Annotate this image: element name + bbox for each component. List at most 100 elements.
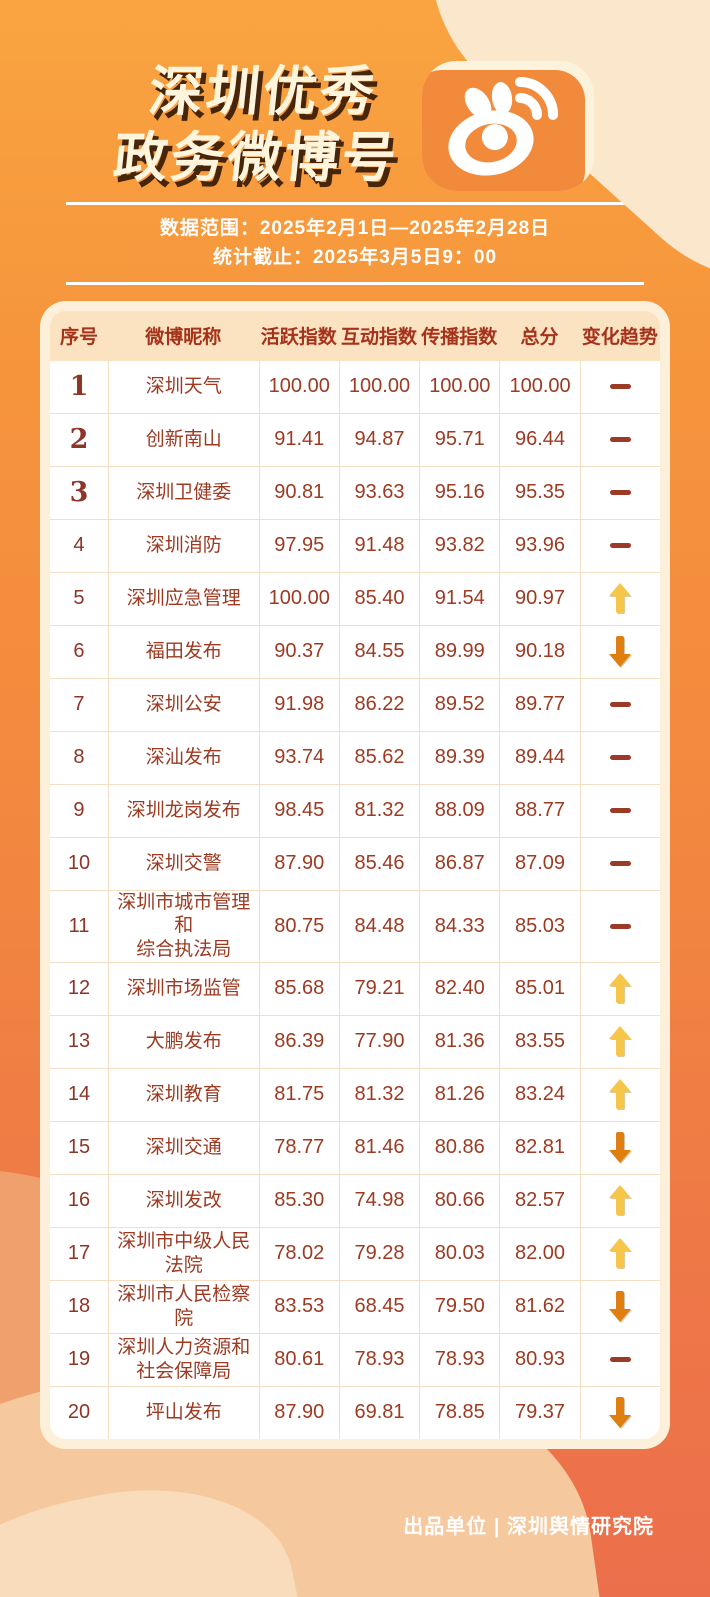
- interact-index-cell: 91.48: [338, 518, 420, 572]
- rank-cell: 16: [50, 1173, 108, 1227]
- table-row: 6 福田发布 90.37 84.55 89.99 90.18: [50, 624, 660, 678]
- total-score-cell: 80.93: [499, 1332, 580, 1386]
- total-score-cell: 82.81: [499, 1120, 580, 1174]
- trend-icon: [609, 973, 632, 1004]
- rank-cell: 13: [50, 1014, 108, 1068]
- active-index-cell: 78.77: [258, 1120, 339, 1174]
- rank-cell: 19: [50, 1332, 108, 1386]
- active-index-cell: 90.81: [258, 465, 339, 519]
- trend-icon: [609, 754, 631, 760]
- table-row: 5 深圳应急管理 100.00 85.40 91.54 90.97: [50, 571, 660, 625]
- active-index-cell: 80.61: [258, 1332, 339, 1386]
- deadline-text: 统计截止：2025年3月5日9：00: [212, 247, 498, 269]
- total-score-cell: 89.44: [499, 730, 580, 784]
- table-row: 7 深圳公安 91.98 86.22 89.52 89.77: [50, 677, 660, 731]
- rank-cell: 18: [50, 1279, 108, 1333]
- total-score-cell: 82.00: [499, 1226, 580, 1280]
- interact-index-cell: 93.63: [338, 465, 420, 519]
- rank-cell: 12: [50, 961, 108, 1015]
- rank-cell: 14: [50, 1067, 108, 1121]
- nickname-cell: 深圳消防: [107, 518, 259, 572]
- trend-cell: [579, 730, 660, 784]
- interact-index-cell: 81.32: [338, 783, 420, 837]
- spread-index-cell: 95.71: [419, 412, 500, 466]
- active-index-cell: 87.90: [258, 836, 339, 890]
- spread-index-cell: 86.87: [419, 836, 500, 890]
- table-row: 9 深圳龙岗发布 98.45 81.32 88.09 88.77: [50, 783, 660, 837]
- trend-cell: [579, 624, 660, 678]
- table-body: 1 深圳天气 100.00 100.00 100.00 100.00 2 创新南…: [50, 360, 660, 1439]
- spread-index-cell: 89.99: [419, 624, 500, 678]
- rank-cell: 5: [50, 571, 108, 625]
- active-index-cell: 78.02: [258, 1226, 339, 1280]
- active-index-cell: 91.98: [258, 677, 339, 731]
- total-score-cell: 79.37: [499, 1385, 580, 1439]
- active-index-cell: 81.75: [258, 1067, 339, 1121]
- deco-wave-bottom-left: [0, 1459, 323, 1597]
- nickname-cell: 坪山发布: [107, 1385, 259, 1439]
- page-title: 深圳优秀 政务微博号: [110, 60, 409, 192]
- nickname-cell: 福田发布: [107, 624, 259, 678]
- total-score-cell: 100.00: [499, 360, 580, 413]
- rank-cell: 2: [50, 412, 108, 466]
- nickname-cell: 深圳市中级人民法院: [107, 1226, 259, 1280]
- interact-index-cell: 69.81: [338, 1385, 420, 1439]
- table-row: 13 大鹏发布 86.39 77.90 81.36 83.55: [50, 1014, 660, 1068]
- total-score-cell: 83.24: [499, 1067, 580, 1121]
- active-index-cell: 86.39: [258, 1014, 339, 1068]
- active-index-cell: 100.00: [258, 360, 339, 413]
- trend-icon: [609, 923, 631, 929]
- trend-icon: [609, 1397, 632, 1429]
- active-index-cell: 98.45: [258, 783, 339, 837]
- column-header: 微博昵称: [107, 310, 259, 361]
- active-index-cell: 85.30: [258, 1173, 339, 1227]
- spread-index-cell: 82.40: [419, 961, 500, 1015]
- interact-index-cell: 74.98: [338, 1173, 420, 1227]
- spread-index-cell: 80.86: [419, 1120, 500, 1174]
- trend-icon: [609, 436, 631, 442]
- weibo-eye-icon: [447, 76, 558, 176]
- column-header: 传播指数: [419, 310, 500, 361]
- header: 深圳优秀 政务微博号: [0, 0, 710, 192]
- nickname-cell: 深汕发布: [107, 730, 259, 784]
- rank-cell: 17: [50, 1226, 108, 1280]
- column-header: 活跃指数: [258, 310, 339, 361]
- spread-index-cell: 81.26: [419, 1067, 500, 1121]
- spread-index-cell: 79.50: [419, 1279, 500, 1333]
- trend-cell: [579, 1332, 660, 1386]
- total-score-cell: 83.55: [499, 1014, 580, 1068]
- interact-index-cell: 84.55: [338, 624, 420, 678]
- interact-index-cell: 79.21: [338, 961, 420, 1015]
- spread-index-cell: 84.33: [419, 889, 500, 962]
- rank-cell: 3: [50, 465, 108, 519]
- interact-index-cell: 85.40: [338, 571, 420, 625]
- trend-cell: [579, 1173, 660, 1227]
- nickname-cell: 深圳应急管理: [107, 571, 259, 625]
- trend-icon: [609, 583, 632, 614]
- trend-cell: [579, 836, 660, 890]
- trend-cell: [579, 1385, 660, 1439]
- total-score-cell: 88.77: [499, 783, 580, 837]
- weibo-logo-card: [421, 60, 594, 191]
- trend-icon: [609, 489, 631, 495]
- trend-icon: [609, 1079, 632, 1110]
- interact-index-cell: 85.62: [338, 730, 420, 784]
- column-header: 变化趋势: [579, 310, 660, 361]
- column-header: 互动指数: [338, 310, 420, 361]
- nickname-cell: 深圳龙岗发布: [107, 783, 259, 837]
- trend-icon: [609, 1238, 632, 1269]
- nickname-cell: 深圳交通: [107, 1120, 259, 1174]
- rank-cell: 20: [50, 1385, 108, 1439]
- trend-icon: [609, 636, 632, 668]
- trend-icon: [609, 1185, 632, 1216]
- spread-index-cell: 95.16: [419, 465, 500, 519]
- meta-banner: 数据范围：2025年2月1日—2025年2月28日 统计截止：2025年3月5日…: [66, 201, 644, 285]
- data-range-text: 数据范围：2025年2月1日—2025年2月28日: [159, 217, 551, 239]
- interact-index-cell: 81.46: [338, 1120, 420, 1174]
- spread-index-cell: 89.52: [419, 677, 500, 731]
- active-index-cell: 91.41: [258, 412, 339, 466]
- total-score-cell: 90.18: [499, 624, 580, 678]
- rank-cell: 11: [50, 889, 108, 962]
- active-index-cell: 97.95: [258, 518, 339, 572]
- nickname-cell: 深圳市场监管: [107, 961, 259, 1015]
